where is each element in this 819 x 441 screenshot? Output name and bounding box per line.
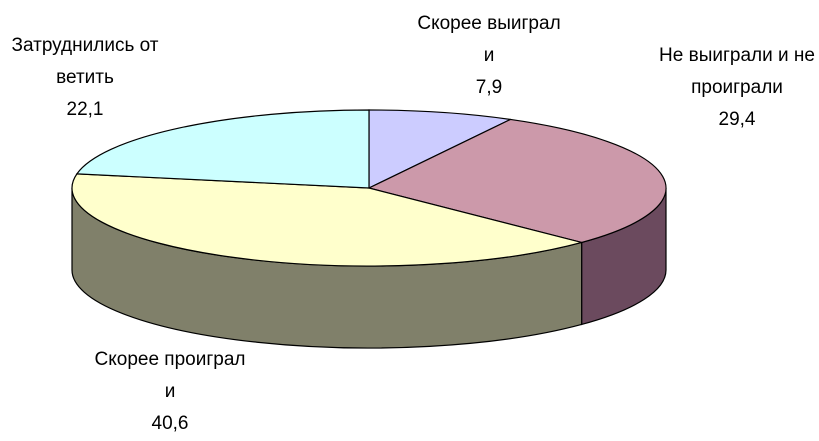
label-name: Скорее проиграли	[94, 349, 246, 402]
label-name: Затруднились ответить	[11, 35, 159, 88]
label-value: 22,1	[66, 99, 104, 120]
slice	[367, 118, 667, 244]
data-label: Не выиграли и не проиграли 29,4	[652, 40, 819, 136]
label-name: Скорее выиграли	[417, 13, 561, 66]
label-value: 40,6	[151, 413, 189, 434]
data-label: Скорее проиграли 40,6	[90, 344, 250, 440]
slice	[71, 173, 584, 267]
label-value: 29,4	[718, 109, 756, 130]
data-label: Скорее выиграли 7,9	[414, 8, 564, 104]
slice	[368, 109, 513, 189]
label-value: 7,9	[475, 77, 503, 98]
slice	[75, 109, 370, 189]
data-label: Затруднились ответить 22,1	[9, 30, 161, 126]
label-name: Не выиграли и не проиграли	[659, 45, 815, 98]
